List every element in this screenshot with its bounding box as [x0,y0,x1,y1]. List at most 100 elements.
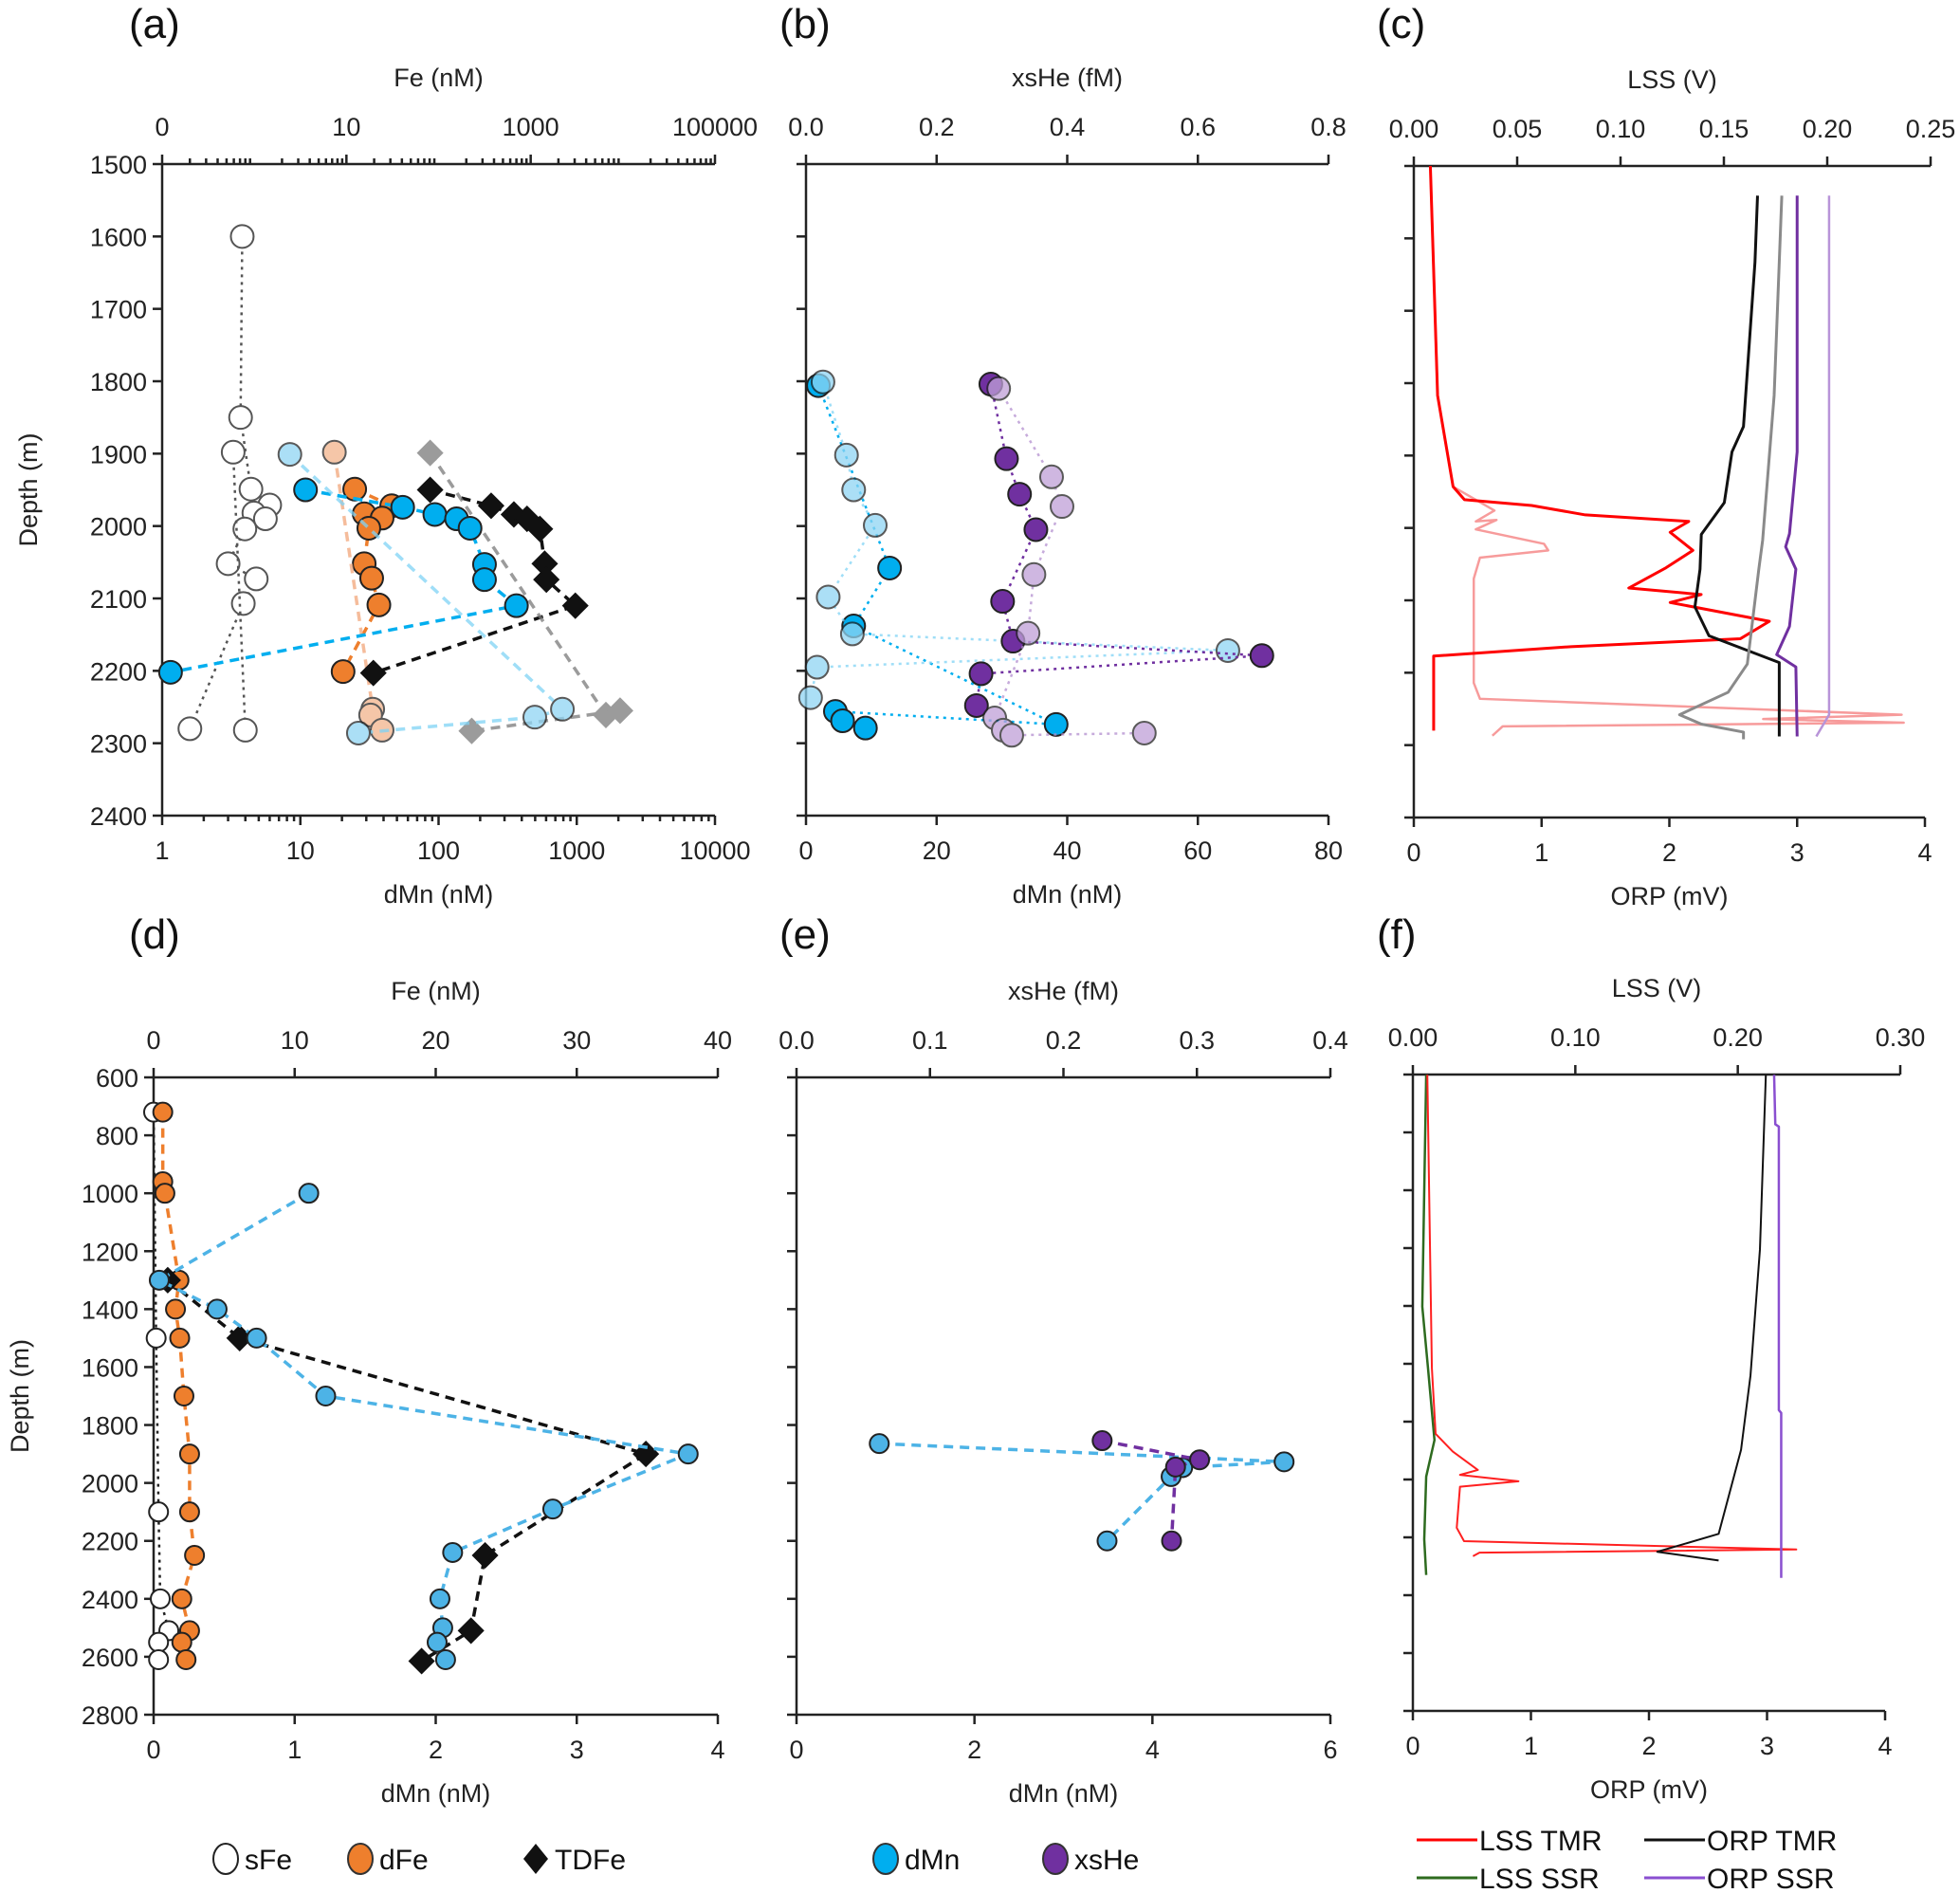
legend-label: xsHe [1074,1845,1139,1876]
data-point-diamond [632,1441,660,1468]
data-point-circle [277,442,302,468]
top-tick-label: 10 [281,1026,309,1055]
bottom-tick-label: 3 [1790,838,1804,867]
bottom-tick-label: 4 [710,1736,724,1764]
legend-mn-he: dMn xsHe [872,1843,1139,1876]
bottom-tick-label: 3 [1760,1732,1774,1760]
data-point-circle [229,224,255,249]
data-point-circle [321,439,347,465]
series-dmn [869,1433,1295,1552]
data-point-circle [877,555,903,580]
left-tick-label: 2100 [90,585,147,614]
data-point-circle [238,476,264,502]
data-point-circle [148,1269,170,1291]
data-point-circle [169,1327,191,1349]
data-point-circle [171,1631,192,1653]
data-point-circle [426,1631,448,1653]
legend-diamond-icon [523,1844,548,1874]
data-point-circle [149,1588,171,1609]
legend-sensors: LSS TMR ORP TMR LSS SSR ORP SSR [1417,1826,1837,1893]
panel-label: (c) [1377,1,1425,47]
top-tick-label: 0.20 [1803,115,1853,143]
left-tick-label: 1600 [90,223,147,251]
data-point-circle [804,654,830,680]
data-point-circle [145,1327,167,1349]
series-line [1656,1075,1768,1562]
panel-label: (e) [779,911,831,958]
series-dmn [806,373,1069,741]
left-tick-label: 1700 [90,296,147,324]
series-tdfe-cast-2 [416,439,633,744]
series-line [809,381,1228,698]
left-tick-label: 2200 [90,657,147,686]
left-tick-label: 1400 [82,1296,138,1324]
data-point-diamond [606,697,633,725]
data-point-circle [366,592,392,617]
top-tick-label: 10 [332,113,360,141]
series-lss-tmr [1428,165,1771,731]
left-tick-label: 2400 [90,802,147,831]
data-point-circle [994,446,1019,471]
left-tick-label: 2600 [82,1644,138,1672]
series-line [1429,165,1905,737]
data-point-circle [429,1588,450,1609]
top-tick-label: 1000 [503,113,559,141]
bottom-tick-label: 0 [1406,838,1420,867]
series-line [1420,1075,1437,1575]
top-tick-label: 40 [704,1026,732,1055]
data-point-circle [1131,720,1157,745]
bottom-tick-label: 2 [429,1736,443,1764]
data-point-circle [157,659,183,685]
data-point-circle [1164,1456,1186,1478]
bottom-tick-label: 100 [417,836,460,865]
panel-label: (f) [1377,911,1417,958]
data-point-circle [442,1541,464,1563]
series-line [1426,1075,1798,1557]
series-dfe-cast-2 [321,439,394,743]
data-point-circle [173,1386,194,1406]
data-point-circle [852,715,878,741]
bottom-tick-label: 4 [1878,1732,1892,1760]
data-point-circle [1189,1449,1211,1471]
bottom-tick-label: 20 [923,836,951,865]
data-point-circle [244,566,269,592]
series-dmn [148,1183,699,1670]
data-point-circle [1096,1530,1118,1552]
series-line [1693,195,1781,737]
series-line [231,451,247,730]
top-tick-label: 0.2 [919,113,955,141]
top-tick-label: 30 [562,1026,591,1055]
data-point-circle [330,659,356,685]
left-axis-title: Depth (m) [6,1339,34,1453]
data-point-circle [252,506,278,532]
series-line [1815,195,1831,738]
top-tick-label: 0.8 [1310,113,1346,141]
top-tick-label: 0.6 [1180,113,1216,141]
legend-label: dFe [379,1845,429,1876]
top-tick-label: 0 [155,113,169,141]
bottom-axis-title: ORP (mV) [1590,1775,1708,1804]
series-lss-tmr [1426,1075,1798,1557]
bottom-tick-label: 10000 [679,836,750,865]
top-tick-label: 0 [146,1026,160,1055]
data-point-circle [968,661,994,687]
series-lss-ssr [1420,1075,1437,1575]
left-tick-label: 2000 [82,1470,138,1498]
bottom-tick-label: 40 [1053,836,1081,865]
data-point-circle [830,708,855,734]
data-point-circle [471,567,497,593]
bottom-tick-label: 1 [287,1736,302,1764]
data-point-circle [1023,517,1049,542]
bottom-tick-label: 10 [286,836,315,865]
data-point-circle [457,515,483,541]
data-point-circle [1021,561,1047,587]
data-point-circle [148,1501,170,1523]
series-tdfe [154,1266,660,1675]
bottom-tick-label: 0 [798,836,813,865]
series-line [879,1442,1285,1542]
data-point-circle [154,1183,175,1204]
series-orp-tmr [1656,1075,1768,1562]
top-tick-label: 0.20 [1713,1023,1763,1052]
bottom-axis-title: dMn (nM) [1013,880,1123,909]
data-point-circle [228,405,253,431]
